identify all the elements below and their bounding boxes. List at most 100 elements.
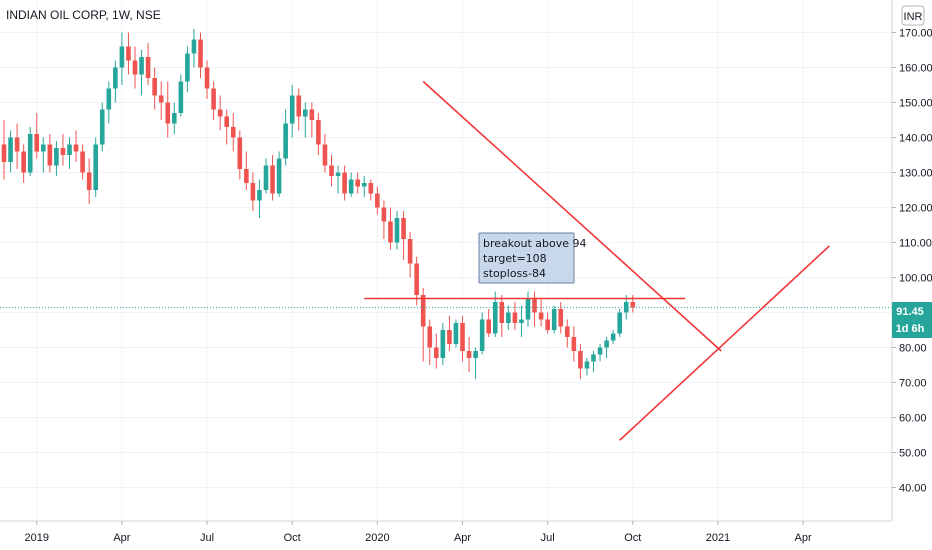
- x-tick-label: 2019: [25, 532, 49, 544]
- y-tick-label: 50.00: [899, 448, 927, 460]
- candle: [276, 151, 282, 197]
- candle-body: [191, 39, 197, 54]
- candle-body: [172, 113, 177, 124]
- candle-body: [211, 88, 216, 110]
- candle-body: [309, 109, 315, 120]
- candle-body: [506, 312, 511, 323]
- candle: [348, 172, 354, 197]
- candle-body: [99, 109, 105, 145]
- candle-body: [67, 144, 72, 155]
- candle-body: [558, 309, 564, 327]
- candle: [375, 186, 380, 215]
- candle-body: [93, 144, 98, 190]
- candle-body: [460, 323, 465, 351]
- candle: [80, 144, 85, 180]
- candle-body: [584, 361, 590, 369]
- candle-body: [289, 95, 295, 124]
- annotation-box[interactable]: [478, 232, 575, 284]
- candle-body: [119, 46, 125, 68]
- candle-body: [1, 144, 7, 162]
- y-tick-label: 150.00: [899, 98, 932, 110]
- candle-body: [401, 218, 406, 239]
- candle-body: [80, 151, 85, 173]
- candle: [198, 32, 203, 78]
- candle-body: [571, 337, 577, 351]
- candle: [303, 102, 308, 138]
- candle: [538, 298, 544, 327]
- candle: [73, 130, 79, 162]
- candle-body: [617, 312, 622, 334]
- candle: [578, 344, 583, 379]
- candle-body: [604, 340, 609, 348]
- currency-button-frame[interactable]: [901, 5, 925, 26]
- candle: [158, 81, 164, 120]
- candle-body: [263, 165, 269, 190]
- candle: [329, 155, 334, 187]
- candle: [565, 319, 570, 348]
- candle: [139, 50, 144, 96]
- candle-body: [519, 319, 524, 323]
- y-tick-label: 120.00: [899, 203, 932, 215]
- candle-body: [283, 123, 288, 159]
- candle-body: [538, 312, 544, 320]
- y-tick-label: 110.00: [899, 238, 932, 250]
- candle-body: [447, 330, 452, 344]
- candle-body: [329, 165, 334, 176]
- candle-body: [630, 302, 636, 308]
- y-tick-label: 70.00: [899, 378, 927, 390]
- candle: [119, 32, 125, 85]
- candle-body: [492, 302, 498, 334]
- candle-body: [335, 172, 341, 176]
- candle: [132, 46, 138, 89]
- candle-body: [525, 298, 531, 320]
- annotation-note[interactable]: breakout above 94 target=108 stoploss-84: [478, 232, 587, 284]
- candle-body: [512, 312, 518, 323]
- candle: [204, 60, 210, 99]
- candle: [499, 295, 505, 337]
- price-axis[interactable]: 40.0050.0060.0070.0080.0090.00100.00110.…: [892, 28, 932, 495]
- candle-body: [198, 39, 203, 68]
- candle-body: [276, 158, 282, 194]
- candle-body: [106, 88, 112, 110]
- candle-body: [388, 221, 393, 243]
- candle: [47, 134, 53, 173]
- candle: [630, 295, 636, 313]
- candle-body: [368, 183, 374, 194]
- x-tick-label: Jul: [541, 532, 555, 544]
- candle: [427, 319, 433, 365]
- price-tag-background: [892, 302, 932, 338]
- candle: [440, 323, 446, 365]
- candle-body: [440, 330, 446, 358]
- candle: [185, 46, 190, 92]
- candle: [597, 344, 603, 362]
- candle-body: [47, 144, 53, 166]
- candle: [145, 43, 151, 85]
- candle: [388, 207, 393, 250]
- candle: [525, 291, 531, 327]
- candle-body: [565, 326, 570, 337]
- candle: [14, 123, 20, 169]
- candle: [54, 141, 59, 176]
- trendline-drawings[interactable]: [364, 80, 830, 441]
- candle: [486, 309, 491, 337]
- x-tick-label: Jul: [200, 532, 214, 544]
- candle-body: [342, 172, 347, 194]
- y-tick-label: 80.00: [899, 343, 927, 355]
- symbol-title: INDIAN OIL CORP, 1W, NSE: [6, 8, 161, 22]
- y-tick-label: 40.00: [899, 483, 927, 495]
- candle-body: [499, 302, 505, 323]
- candle-body: [230, 127, 236, 138]
- candle: [165, 81, 171, 138]
- price-tag-value: 91.45: [896, 306, 924, 318]
- candle: [230, 113, 236, 152]
- currency-button[interactable]: INR: [901, 5, 925, 26]
- last-price-tag: 91.45 1d 6h: [892, 302, 932, 338]
- candle: [361, 176, 367, 197]
- candle: [237, 130, 243, 180]
- candle-body: [296, 95, 302, 117]
- candle: [551, 305, 557, 334]
- candle-body: [486, 319, 491, 334]
- candle: [224, 109, 229, 145]
- time-axis[interactable]: 2019 Apr Jul Oct 2020 Apr Jul Oct 2021 Apr: [25, 521, 812, 544]
